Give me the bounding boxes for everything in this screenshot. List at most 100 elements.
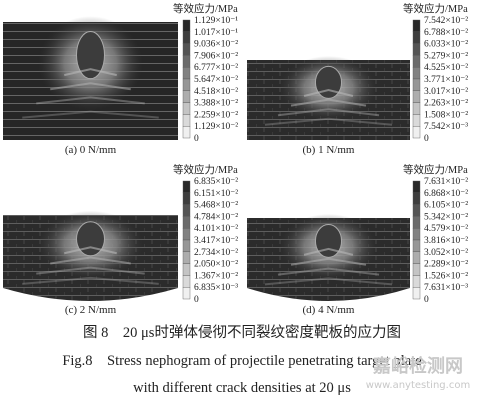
legend-label: 3.771×10⁻² xyxy=(424,75,468,85)
legend-swatch xyxy=(182,192,191,205)
watermark: 嘉峪检测网 xyxy=(372,355,463,377)
stress-streak xyxy=(290,257,367,266)
legend-swatch xyxy=(182,90,191,103)
legend-label: 1.508×10⁻² xyxy=(424,110,468,120)
legend-swatch xyxy=(182,227,191,241)
legend-swatch xyxy=(182,102,191,115)
legend-label: 0 xyxy=(194,134,199,144)
legend-label: 6.835×10⁻² xyxy=(194,177,238,187)
legend-label: 6.868×10⁻² xyxy=(424,189,468,199)
panel-caption: (b) 1 N/mm xyxy=(303,144,355,156)
legend-swatch xyxy=(412,227,421,241)
legend-swatch xyxy=(182,216,191,229)
simulation-image xyxy=(3,210,178,301)
legend-label: 5.342×10⁻² xyxy=(424,212,468,222)
legend-label: 3.816×10⁻² xyxy=(424,236,468,246)
stress-streak xyxy=(36,266,145,275)
legend-label: 0 xyxy=(424,295,429,305)
stress-streak xyxy=(290,98,367,107)
legend-swatch xyxy=(182,55,191,68)
legend-label: 4.101×10⁻² xyxy=(194,224,238,234)
legend-title: 等效应力/MPa xyxy=(403,2,468,15)
legend-swatch xyxy=(412,55,421,68)
legend-label: 7.542×10⁻³ xyxy=(424,122,468,132)
legend-swatch xyxy=(182,204,191,217)
legend-swatch xyxy=(412,204,421,217)
legend-label: 3.017×10⁻² xyxy=(424,87,468,97)
legend-label: 6.105×10⁻² xyxy=(424,201,468,211)
legend-swatch xyxy=(412,251,421,264)
legend-label: 6.151×10⁻² xyxy=(194,189,238,199)
legend-label: 3.388×10⁻² xyxy=(194,99,238,109)
projectile xyxy=(76,221,105,257)
legend-swatch xyxy=(182,287,191,300)
legend-swatch xyxy=(412,263,421,276)
legend-swatch xyxy=(182,239,191,253)
legend-swatch xyxy=(412,19,421,33)
legend-label: 2.734×10⁻² xyxy=(194,248,238,258)
legend-label: 6.835×10⁻³ xyxy=(194,283,238,293)
legend-label: 1.129×10⁻¹ xyxy=(194,16,238,26)
legend-swatch xyxy=(182,78,191,92)
legend-swatch xyxy=(182,275,191,288)
stress-streak xyxy=(22,110,159,119)
projectile xyxy=(76,30,105,80)
watermark-url: www.anytesting.com xyxy=(366,380,470,391)
legend-swatch xyxy=(412,66,421,80)
legend-label: 3.417×10⁻² xyxy=(194,236,238,246)
legend-label: 6.033×10⁻² xyxy=(424,40,468,50)
simulation-image xyxy=(247,213,410,301)
legend-swatch xyxy=(412,125,421,139)
panel-caption: (d) 4 N/mm xyxy=(303,304,355,316)
legend-swatch xyxy=(182,43,191,56)
legend-label: 4.518×10⁻² xyxy=(194,87,238,97)
legend-label: 0 xyxy=(194,295,199,305)
legend-label: 0 xyxy=(424,134,429,144)
legend-label: 2.263×10⁻² xyxy=(424,99,468,109)
projectile xyxy=(314,224,343,258)
figure-caption-cn: 图 8 20 μs时弹体侵彻不同裂纹密度靶板的应力图 xyxy=(83,323,401,341)
legend-swatch xyxy=(412,180,421,194)
legend-swatch xyxy=(412,239,421,253)
legend-swatch xyxy=(182,263,191,276)
projectile xyxy=(314,65,343,99)
legend-swatch xyxy=(182,180,191,194)
legend-label: 2.259×10⁻² xyxy=(194,110,238,120)
legend-title: 等效应力/MPa xyxy=(173,163,238,176)
legend-label: 3.052×10⁻² xyxy=(424,248,468,258)
legend-label: 6.777×10⁻² xyxy=(194,63,238,73)
legend-label: 6.788×10⁻² xyxy=(424,28,468,38)
legend-label: 4.784×10⁻² xyxy=(194,212,238,222)
legend-swatch xyxy=(182,251,191,264)
legend-label: 1.367×10⁻² xyxy=(194,271,238,281)
legend-swatch xyxy=(182,19,191,33)
legend-label: 2.050×10⁻² xyxy=(194,260,238,270)
legend-label: 9.036×10⁻² xyxy=(194,40,238,50)
legend-label: 1.017×10⁻¹ xyxy=(194,28,238,38)
legend-label: 5.647×10⁻² xyxy=(194,75,238,85)
legend-swatch xyxy=(412,114,421,127)
legend-title: 等效应力/MPa xyxy=(403,163,468,176)
legend-label: 5.279×10⁻² xyxy=(424,51,468,61)
legend-swatch xyxy=(182,114,191,127)
stress-streak xyxy=(36,96,145,105)
legend-swatch xyxy=(412,31,421,44)
legend-label: 5.468×10⁻² xyxy=(194,201,238,211)
stress-streak xyxy=(64,246,117,255)
legend-label: 2.289×10⁻² xyxy=(424,260,468,270)
legend-swatch xyxy=(412,275,421,288)
panel-caption: (a) 0 N/mm xyxy=(65,144,117,156)
legend-label: 1.129×10⁻² xyxy=(194,122,238,132)
stress-streak xyxy=(50,82,131,91)
legend-swatch xyxy=(412,43,421,56)
figure-caption-en: Fig.8 Stress nephogram of projectile pen… xyxy=(62,353,421,369)
stress-streak xyxy=(264,277,393,286)
stress-streak xyxy=(277,108,380,117)
legend-swatch xyxy=(412,78,421,92)
simulation-image xyxy=(3,16,178,140)
stress-streak xyxy=(22,276,159,285)
legend-label: 4.525×10⁻² xyxy=(424,63,468,73)
stress-streak xyxy=(264,117,393,126)
legend-label: 7.542×10⁻² xyxy=(424,16,468,26)
